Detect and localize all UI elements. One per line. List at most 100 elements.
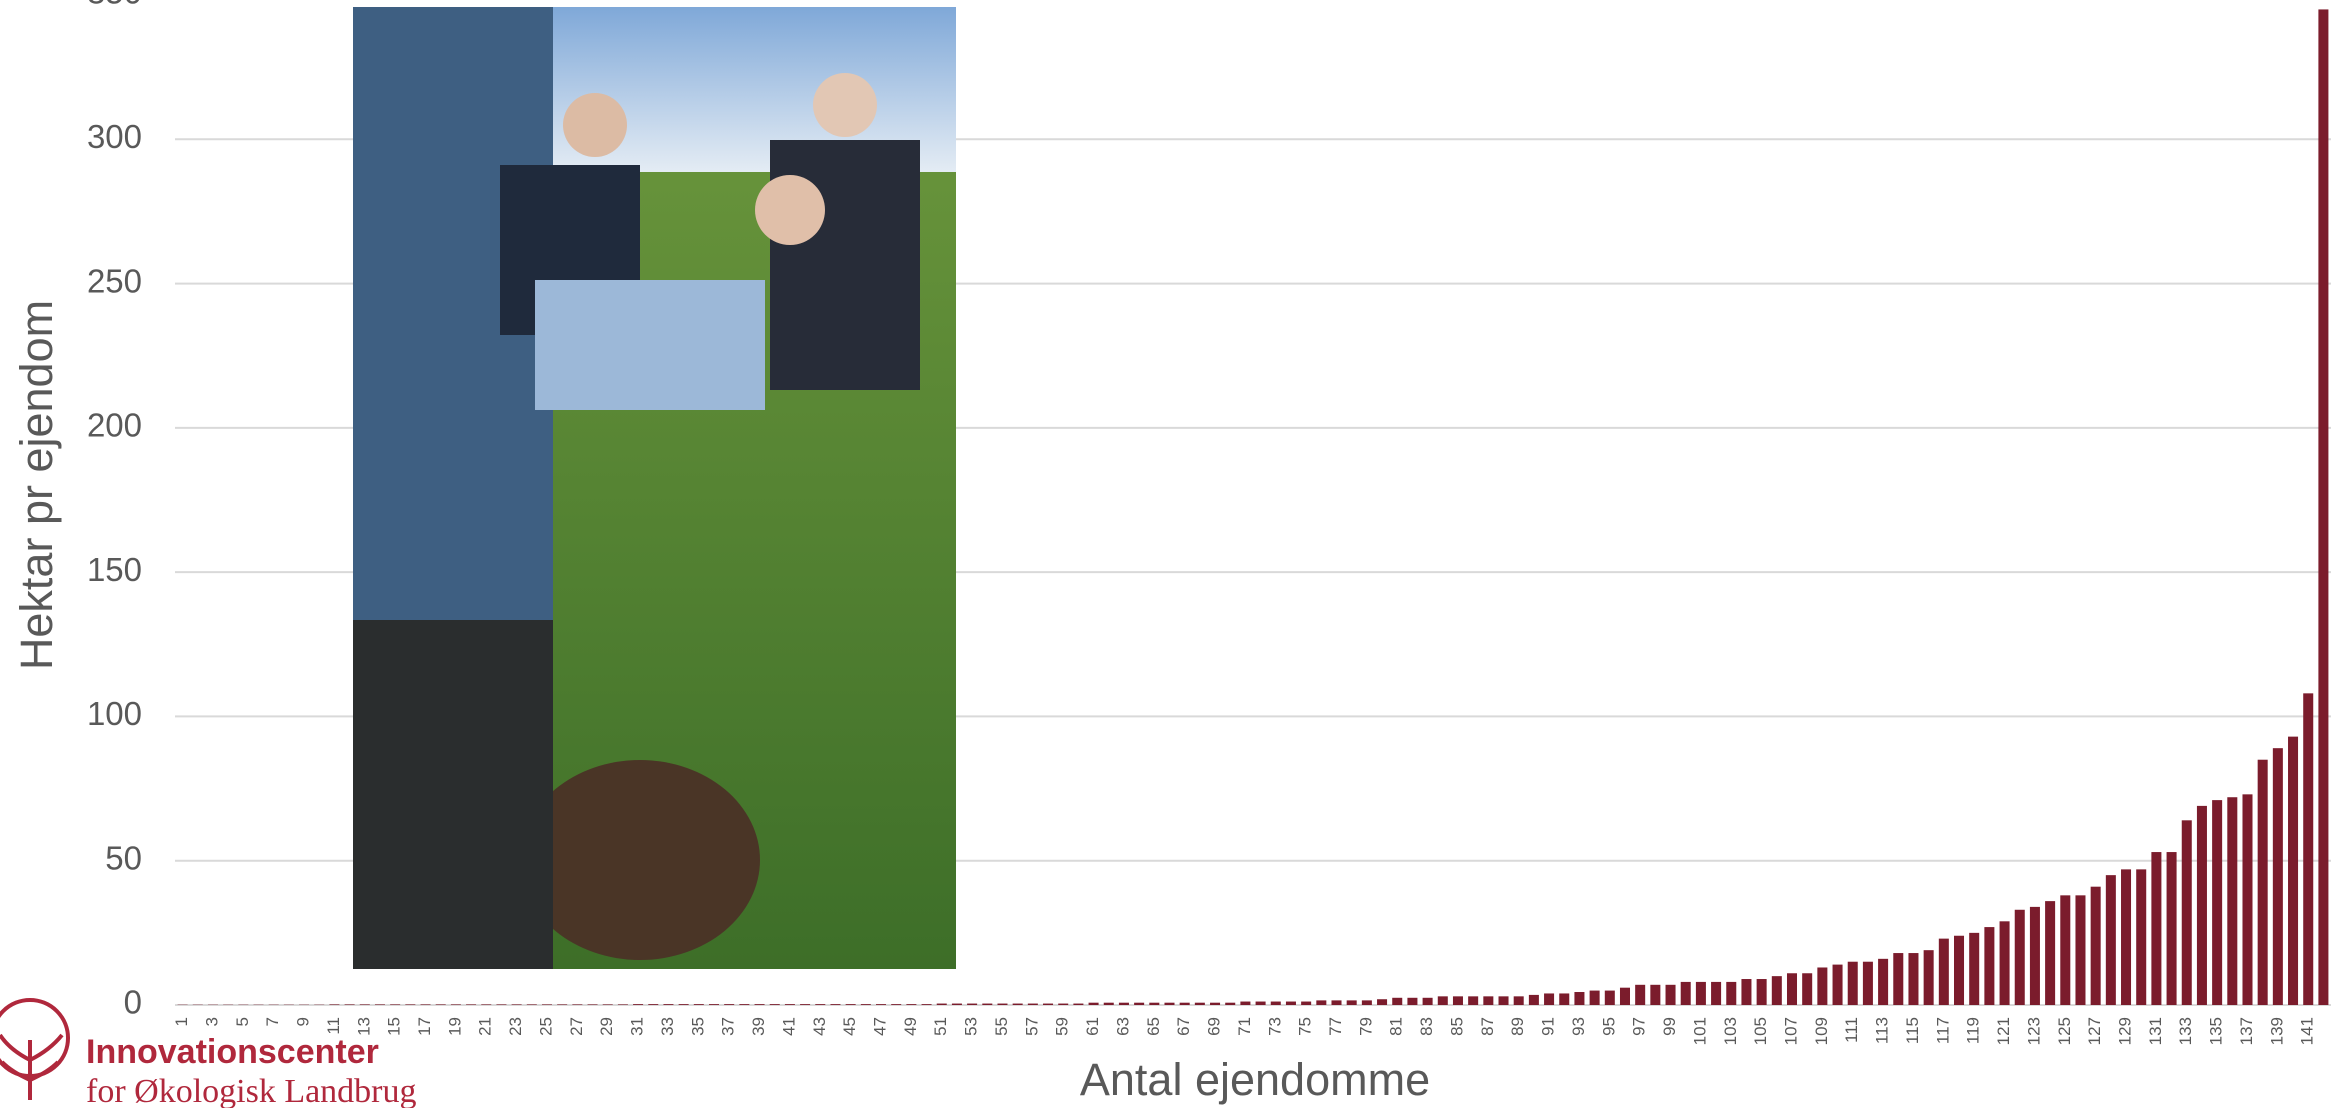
x-tick-label: 41	[779, 1017, 798, 1036]
bar	[1331, 1000, 1342, 1005]
x-tick-label: 27	[567, 1017, 586, 1036]
bar	[602, 1004, 613, 1005]
bar	[2272, 748, 2283, 1005]
y-tick-label: 250	[87, 262, 142, 299]
logo-line1: Innovationscenter	[86, 1033, 379, 1071]
x-tick-label: 127	[2085, 1017, 2104, 1045]
x-tick-label: 53	[962, 1017, 981, 1036]
bar	[1817, 967, 1828, 1005]
bar	[693, 1004, 704, 1005]
bar	[860, 1004, 871, 1005]
bar	[1513, 996, 1524, 1005]
bar	[1711, 981, 1722, 1005]
bar	[1088, 1002, 1099, 1005]
x-tick-label: 135	[2207, 1017, 2226, 1045]
bar	[617, 1004, 628, 1005]
bar	[906, 1004, 917, 1005]
photo	[353, 7, 956, 969]
y-tick-label: 200	[87, 407, 142, 444]
x-tick-label: 133	[2176, 1017, 2195, 1045]
bar	[1316, 1000, 1327, 1005]
bar	[1407, 997, 1418, 1005]
x-tick-label: 25	[536, 1017, 555, 1036]
bar	[587, 1004, 598, 1005]
bar	[1346, 1000, 1357, 1005]
x-tick-label: 119	[1964, 1017, 1983, 1044]
bar	[769, 1004, 780, 1005]
x-tick-label: 139	[2267, 1017, 2286, 1045]
bar	[329, 1004, 340, 1005]
bar	[344, 1004, 355, 1005]
bar	[2181, 820, 2192, 1005]
x-tick-label: 131	[2146, 1017, 2165, 1045]
x-tick-label: 35	[688, 1017, 707, 1036]
bar	[420, 1004, 431, 1005]
x-tick-label: 19	[445, 1017, 464, 1036]
bar	[678, 1004, 689, 1005]
logo	[0, 998, 70, 1100]
x-tick-label: 129	[2116, 1017, 2135, 1045]
x-tick-label: 21	[476, 1017, 495, 1036]
bar	[1544, 993, 1555, 1005]
bar	[2318, 9, 2329, 1005]
bar	[2105, 875, 2116, 1005]
bar	[951, 1003, 962, 1005]
bar	[1012, 1003, 1023, 1005]
bar	[1665, 984, 1676, 1005]
x-tick-label: 9	[294, 1017, 313, 1026]
bar	[1878, 958, 1889, 1005]
bar	[2121, 869, 2132, 1005]
bar	[1589, 990, 1600, 1005]
bar	[1832, 964, 1843, 1005]
bar	[1984, 927, 1995, 1005]
bar	[1179, 1002, 1190, 1005]
bar	[2029, 906, 2040, 1005]
x-tick-label: 111	[1842, 1017, 1861, 1043]
bar	[1786, 973, 1798, 1005]
x-tick-label: 83	[1417, 1017, 1436, 1036]
x-tick-label: 37	[719, 1017, 738, 1036]
bar	[2090, 886, 2101, 1005]
bar	[1452, 996, 1463, 1005]
x-tick-label: 91	[1539, 1017, 1558, 1036]
bar	[784, 1004, 795, 1005]
x-tick-label: 23	[506, 1017, 525, 1036]
x-tick-label: 87	[1478, 1017, 1497, 1036]
bar	[2196, 805, 2207, 1005]
bar	[1437, 996, 1448, 1005]
bar	[572, 1004, 583, 1005]
bar	[2212, 800, 2223, 1005]
bar	[1999, 921, 2010, 1005]
x-tick-label: 31	[628, 1017, 647, 1036]
bar	[1802, 973, 1813, 1005]
x-tick-label: 103	[1721, 1017, 1740, 1045]
bar	[2242, 794, 2253, 1005]
x-tick-label: 59	[1053, 1017, 1072, 1036]
bar	[1635, 984, 1646, 1005]
bar	[2136, 869, 2147, 1005]
bar	[2227, 797, 2238, 1005]
bar	[1847, 961, 1858, 1005]
bar	[435, 1004, 446, 1005]
bar	[967, 1003, 978, 1005]
bar	[1862, 961, 1873, 1005]
bar	[845, 1004, 856, 1005]
x-tick-label: 109	[1812, 1017, 1831, 1045]
bar	[1604, 990, 1615, 1005]
x-tick-label: 115	[1903, 1017, 1922, 1044]
bar	[1285, 1001, 1296, 1005]
bar	[1270, 1001, 1281, 1005]
x-tick-label: 7	[263, 1017, 282, 1026]
bar	[1361, 1000, 1372, 1005]
bar	[1771, 976, 1782, 1005]
x-tick-label: 107	[1781, 1017, 1800, 1045]
y-tick-label: 100	[87, 695, 142, 732]
bar	[2257, 759, 2268, 1005]
x-tick-label: 93	[1569, 1017, 1588, 1036]
x-tick-label: 105	[1751, 1017, 1770, 1045]
bar	[511, 1004, 522, 1005]
x-tick-label: 63	[1113, 1017, 1132, 1036]
y-tick-label: 350	[87, 0, 142, 11]
bar	[1528, 994, 1539, 1005]
